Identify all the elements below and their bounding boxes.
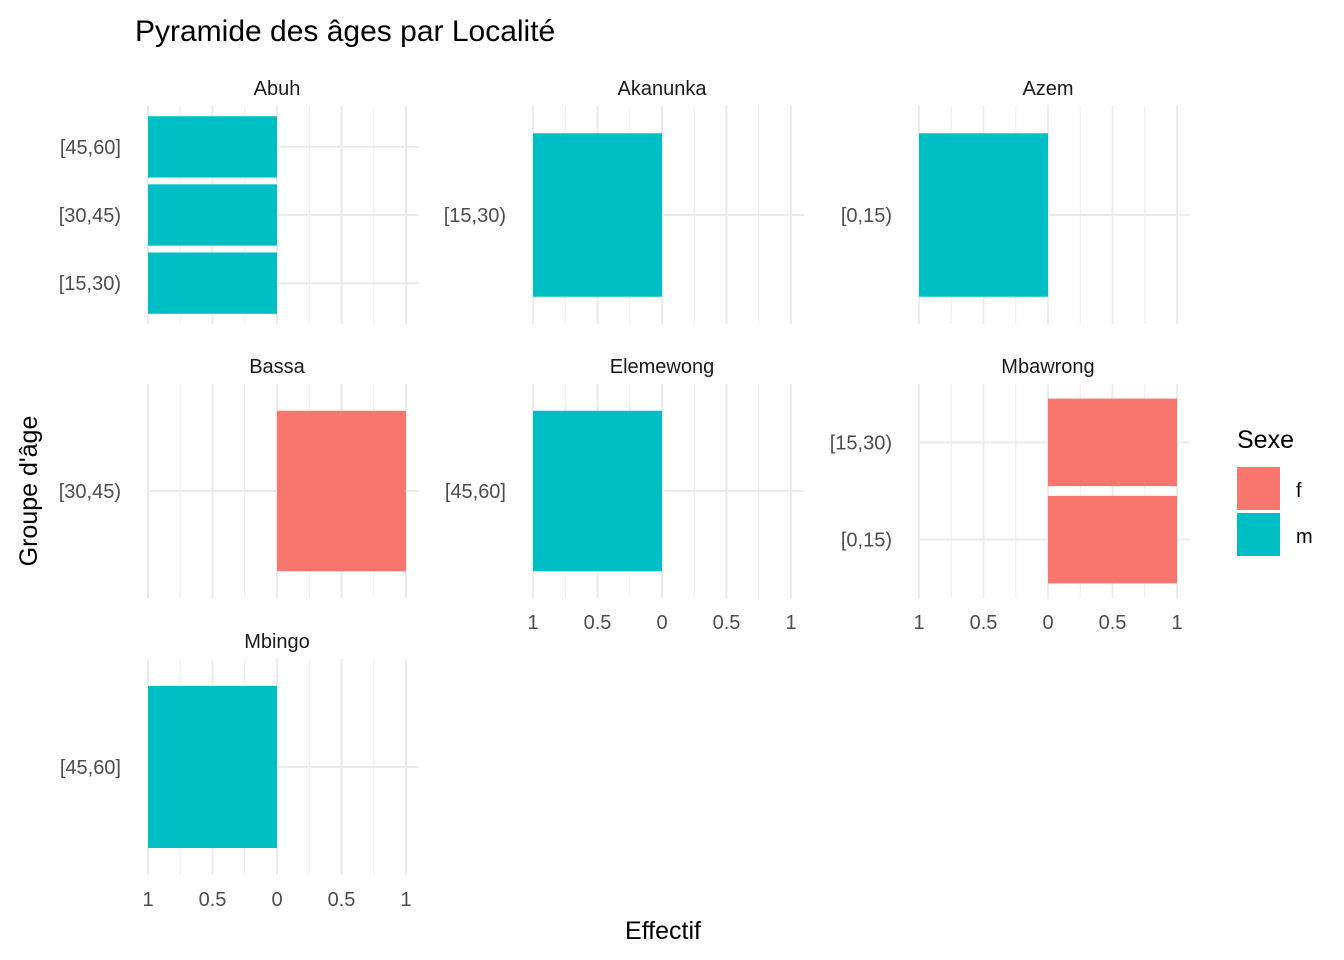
y-tick-label: [0,15)	[841, 205, 892, 227]
bar-f-[30,45)	[277, 410, 406, 572]
facet-strip-label: Elemewong	[610, 356, 715, 378]
y-tick-label: [15,30)	[830, 432, 892, 454]
legend: Sexe f m	[1237, 426, 1313, 556]
bar-m-[45,60]	[148, 686, 277, 848]
facet-bassa: Bassa [30,45)	[59, 356, 419, 598]
facet-strip-label: Mbawrong	[1001, 356, 1094, 378]
bar-m-[45,60]	[533, 410, 662, 572]
y-tick-label: [15,30)	[59, 273, 121, 295]
legend-swatch-f	[1237, 467, 1280, 510]
x-tick-label: 0	[271, 889, 282, 911]
x-tick-label: 0.5	[584, 612, 612, 634]
bar-f-[0,15)	[1048, 495, 1177, 584]
x-tick-label: 1	[142, 889, 153, 911]
facet-strip-label: Akanunka	[618, 78, 708, 100]
facet-panels: Abuh [15,30) [30,45) [45,60] Akanunka [15,30)…	[59, 78, 1190, 911]
facet-strip-label: Bassa	[249, 356, 305, 378]
facet-elemewong: Elemewong [45,60] 1 0.5 0 0.5 1	[445, 356, 804, 634]
y-tick-label: [0,15)	[841, 530, 892, 552]
bar-m-[15,30)	[533, 133, 662, 297]
x-tick-label: 1	[527, 612, 538, 634]
x-tick-label: 0	[1042, 612, 1053, 634]
facet-azem: Azem [0,15)	[841, 78, 1190, 324]
y-tick-label: [30,45)	[59, 205, 121, 227]
y-tick-label: [15,30)	[444, 205, 506, 227]
x-tick-label: 1	[913, 612, 924, 634]
y-tick-label: [30,45)	[59, 481, 121, 503]
legend-title: Sexe	[1237, 426, 1294, 454]
x-tick-label: 1	[785, 612, 796, 634]
x-tick-label: 0.5	[1099, 612, 1127, 634]
facet-mbawrong: Mbawrong [0,15) [15,30) 1 0.5 0 0.5 1	[830, 356, 1190, 634]
x-tick-label: 1	[400, 889, 411, 911]
bar-m-[30,45)	[148, 184, 277, 246]
bar-m-[15,30)	[148, 252, 277, 314]
bar-m-[0,15)	[919, 133, 1048, 297]
x-tick-label: 0.5	[970, 612, 998, 634]
chart-title: Pyramide des âges par Localité	[135, 15, 555, 48]
legend-label-f: f	[1296, 480, 1302, 502]
x-tick-label: 0.5	[199, 889, 227, 911]
x-tick-label: 0.5	[328, 889, 356, 911]
x-axis-title: Effectif	[625, 917, 701, 945]
facet-abuh: Abuh [15,30) [30,45) [45,60]	[59, 78, 419, 324]
legend-swatch-m	[1237, 513, 1280, 556]
x-tick-label: 1	[1171, 612, 1182, 634]
y-tick-label: [45,60]	[60, 757, 121, 779]
y-tick-label: [45,60]	[445, 481, 506, 503]
bar-m-[45,60]	[148, 116, 277, 178]
y-tick-label: [45,60]	[60, 137, 121, 159]
legend-label-m: m	[1296, 526, 1313, 548]
x-tick-label: 0	[656, 612, 667, 634]
facet-strip-label: Mbingo	[244, 631, 310, 653]
x-tick-label: 0.5	[713, 612, 741, 634]
facet-strip-label: Abuh	[254, 78, 301, 100]
facet-mbingo: Mbingo [45,60] 1 0.5 0 0.5 1	[60, 631, 419, 911]
facet-akanunka: Akanunka [15,30)	[444, 78, 804, 324]
y-axis-title: Groupe d'âge	[15, 416, 43, 567]
bar-f-[15,30)	[1048, 398, 1177, 487]
facet-strip-label: Azem	[1022, 78, 1073, 100]
